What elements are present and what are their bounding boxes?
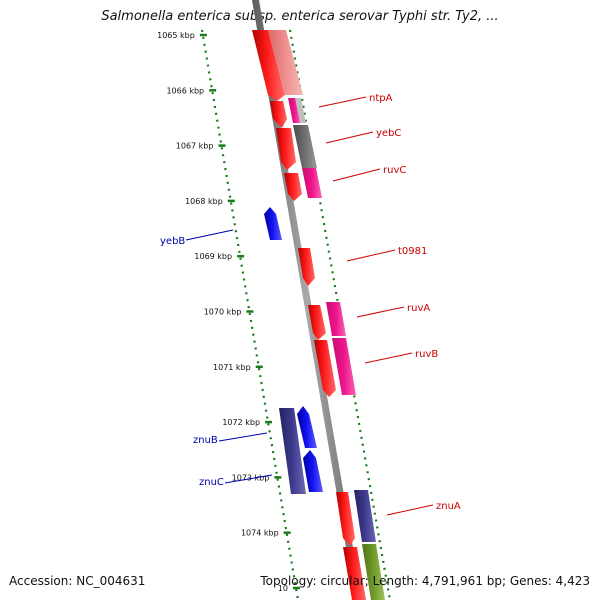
- accession-text: Accession: NC_004631: [9, 574, 146, 588]
- gene-arrow-znuC: [303, 450, 323, 492]
- feature-block-ruvB-pink: [332, 338, 356, 395]
- gene-label-ruvA: ruvA: [407, 303, 430, 314]
- scale-tick-label-1068: 1068 kbp: [185, 197, 223, 206]
- gene-arrow-znuB: [297, 406, 317, 448]
- gene-label-znuC: znuC: [199, 477, 224, 488]
- gene-arrow-ruvB: [314, 340, 336, 397]
- scale-tick-label-1065: 1065 kbp: [157, 31, 195, 40]
- scale-tick-label-1071: 1071 kbp: [213, 363, 251, 372]
- gene-arrow-t0981: [298, 248, 315, 286]
- feature-block-downstream-olive: [362, 544, 385, 600]
- feature-block-ruvA-pink: [326, 302, 346, 336]
- topology-summary-text: Topology: circular; Length: 4,791,961 bp…: [260, 574, 590, 588]
- leader-yebB: [185, 229, 234, 241]
- gene-label-znuB: znuB: [193, 435, 218, 446]
- leader-znuB: [218, 432, 268, 442]
- leader-ntpA: [318, 96, 367, 108]
- gene-arrow-ruvC: [284, 173, 302, 201]
- scale-tick-label-1066: 1066 kbp: [166, 86, 204, 95]
- feature-block-znuB-navy: [279, 408, 306, 494]
- gene-label-ruvC: ruvC: [383, 165, 406, 176]
- gene-label-znuA: znuA: [436, 501, 461, 512]
- gene-arrow-downstream-forward: [343, 547, 366, 600]
- genome-title: Salmonella enterica subsp. enterica sero…: [101, 9, 499, 24]
- gene-arrow-znuA: [336, 492, 355, 546]
- gene-label-ntpA: ntpA: [369, 93, 393, 104]
- gene-label-yebC: yebC: [376, 128, 401, 139]
- gene-label-leaders: [185, 96, 434, 516]
- scale-tick-label-1073: 1073 kbp: [232, 473, 270, 482]
- leader-yebC: [325, 131, 374, 144]
- gene-label-yebB: yebB: [160, 236, 185, 247]
- gene-arrow-upstream-forward: [252, 30, 285, 101]
- feature-block-ntpA-pink: [288, 98, 301, 123]
- gene-labels: ntpA yebC ruvC t0981 ruvA ruvB znuA yebB…: [160, 93, 461, 512]
- gene-arrow-yebC: [276, 128, 296, 170]
- gene-arrow-yebB: [264, 207, 282, 240]
- scale-tick-label-1075: 10: [278, 584, 288, 593]
- feature-block-upstream-light: [268, 30, 303, 95]
- scale-ticks: 1065 kbp 1066 kbp 1067 kbp 1068 kbp 1069 kbp…: [157, 31, 300, 593]
- scale-tick-label-1067: 1067 kbp: [176, 142, 214, 151]
- gene-arrow-ntpA: [270, 101, 287, 128]
- leader-ruvC: [332, 168, 381, 182]
- gene-label-t0981: t0981: [398, 246, 427, 257]
- leader-znuA: [386, 504, 434, 516]
- feature-block-ruvC-pink: [302, 168, 322, 198]
- leader-ruvB: [364, 352, 413, 364]
- forward-strand-features: [252, 30, 385, 600]
- leader-ruvA: [356, 306, 405, 318]
- feature-block-znuA-navy: [354, 490, 376, 542]
- gene-label-ruvB: ruvB: [415, 349, 438, 360]
- feature-block-yebC-gray: [293, 125, 317, 168]
- leader-t0981: [346, 249, 396, 262]
- feature-block-ntpA-gray: [295, 98, 306, 123]
- leader-znuC: [224, 474, 273, 484]
- reverse-strand-features: [264, 207, 323, 494]
- scale-tick-label-1070: 1070 kbp: [204, 308, 242, 317]
- scale-tick-label-1074: 1074 kbp: [241, 529, 279, 538]
- gene-arrow-ruvA: [308, 305, 326, 340]
- scale-tick-label-1069: 1069 kbp: [194, 252, 232, 261]
- scale-tick-label-1072: 1072 kbp: [222, 418, 260, 427]
